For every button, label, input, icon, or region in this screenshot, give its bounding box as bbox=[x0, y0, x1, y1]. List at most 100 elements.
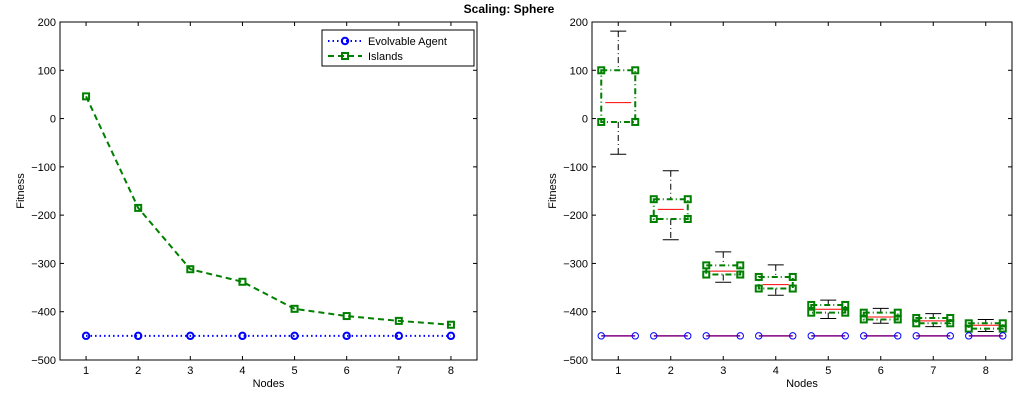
right-y-axis-label: Fitness bbox=[547, 173, 559, 209]
legend-marker-2 bbox=[341, 52, 349, 60]
left-x-tick-label: 6 bbox=[344, 365, 350, 377]
right-y-tick-label: 100 bbox=[570, 65, 588, 77]
right-x-tick-label: 4 bbox=[773, 365, 779, 377]
box-corner-marker bbox=[912, 319, 921, 328]
right-x-tick-label: 3 bbox=[720, 365, 726, 377]
constant-box-marker-left bbox=[912, 332, 920, 340]
box-corner-marker bbox=[649, 215, 658, 224]
legend-label-1: Evolvable Agent bbox=[368, 36, 447, 48]
figure-title: Scaling: Sphere bbox=[464, 2, 555, 16]
series-1-point bbox=[186, 331, 195, 341]
series-2-point bbox=[82, 92, 91, 101]
right-y-tick-label: −400 bbox=[563, 307, 588, 319]
box-corner-marker bbox=[841, 308, 850, 317]
series-1-point bbox=[290, 331, 299, 341]
constant-box-marker-left bbox=[755, 332, 763, 340]
constant-box-marker-left bbox=[702, 332, 710, 340]
box-corner-marker bbox=[631, 66, 640, 75]
box-corner-marker bbox=[754, 272, 763, 281]
box-4 bbox=[757, 275, 794, 290]
right-x-tick-label: 5 bbox=[825, 365, 831, 377]
box-corner-marker bbox=[807, 300, 816, 309]
box-corner-marker bbox=[893, 308, 902, 317]
right-y-tick-label: −100 bbox=[563, 162, 588, 174]
right-y-tick-label: 200 bbox=[570, 17, 588, 29]
left-y-tick-label: 100 bbox=[38, 65, 56, 77]
right-x-tick-label: 7 bbox=[930, 365, 936, 377]
box-corner-marker bbox=[788, 284, 797, 293]
right-x-tick-label: 8 bbox=[983, 365, 989, 377]
box-corner-marker bbox=[788, 272, 797, 281]
right-y-tick-label: 0 bbox=[582, 114, 588, 126]
box-corner-marker bbox=[893, 315, 902, 324]
constant-box-marker-left bbox=[807, 332, 815, 340]
box-8 bbox=[967, 322, 1004, 330]
box-corner-marker bbox=[702, 270, 711, 279]
left-x-tick-label: 4 bbox=[239, 365, 245, 377]
left-y-tick-label: −200 bbox=[31, 210, 56, 222]
right-plot-frame bbox=[591, 21, 1013, 361]
left-x-tick-label: 2 bbox=[135, 365, 141, 377]
box-corner-marker bbox=[859, 315, 868, 324]
box-corner-marker bbox=[597, 66, 606, 75]
box-corner-marker bbox=[807, 308, 816, 317]
box-corner-marker bbox=[754, 284, 763, 293]
constant-box-marker-left bbox=[860, 332, 868, 340]
left-y-tick-label: −400 bbox=[31, 307, 56, 319]
series-2-point bbox=[186, 265, 195, 274]
series-2-point bbox=[134, 203, 143, 212]
box-corner-marker bbox=[964, 324, 973, 333]
legend-marker-1 bbox=[340, 36, 350, 46]
constant-box-marker-left bbox=[965, 332, 973, 340]
box-7 bbox=[915, 316, 952, 325]
left-x-axis-label: Nodes bbox=[253, 378, 285, 390]
box-corner-marker bbox=[631, 117, 640, 126]
left-x-tick-label: 7 bbox=[396, 365, 402, 377]
box-corner-marker bbox=[683, 215, 692, 224]
box-6 bbox=[862, 311, 899, 321]
left-y-tick-label: 200 bbox=[38, 17, 56, 29]
legend-label-2: Islands bbox=[368, 51, 403, 63]
right-y-tick-label: −300 bbox=[563, 258, 588, 270]
constant-box-marker-left bbox=[597, 332, 605, 340]
constant-box-marker-right bbox=[789, 332, 797, 340]
series-1-point bbox=[133, 331, 143, 341]
left-y-tick-label: −100 bbox=[31, 162, 56, 174]
series-2-point bbox=[394, 316, 403, 325]
left-line-chart: 1 2 3 4 5 6 7 8 −500 −400 −300 −200 −100 0 100 200 Nodes… bbox=[15, 17, 478, 390]
constant-box-marker-right bbox=[684, 332, 692, 340]
left-x-tick-label: 5 bbox=[292, 365, 298, 377]
series-2-point bbox=[238, 277, 247, 286]
series-1-point bbox=[446, 331, 456, 341]
series-line-2 bbox=[85, 95, 452, 326]
series-1-point bbox=[342, 331, 351, 341]
box-corner-marker bbox=[736, 261, 745, 270]
series-2-point bbox=[342, 312, 351, 321]
left-x-tick-label: 1 bbox=[83, 365, 89, 377]
box-corner-marker bbox=[649, 195, 658, 204]
box-corner-marker bbox=[736, 270, 745, 279]
box-corner-marker bbox=[683, 195, 692, 204]
right-x-tick-label: 1 bbox=[615, 365, 621, 377]
left-y-tick-label: −500 bbox=[31, 355, 56, 367]
left-x-tick-label: 3 bbox=[187, 365, 193, 377]
constant-box-marker-right bbox=[894, 332, 902, 340]
box-3 bbox=[705, 264, 742, 276]
left-x-tick-label: 8 bbox=[448, 365, 454, 377]
constant-box-marker-right bbox=[999, 332, 1007, 340]
constant-box-marker-right bbox=[736, 332, 744, 340]
series-1-point bbox=[81, 331, 91, 341]
constant-box-marker-right bbox=[841, 332, 849, 340]
right-x-tick-label: 2 bbox=[668, 365, 674, 377]
series-2-point bbox=[446, 320, 455, 329]
box-1 bbox=[600, 69, 637, 123]
left-plot-frame bbox=[59, 21, 478, 361]
box-corner-marker bbox=[597, 117, 606, 126]
left-y-axis-label: Fitness bbox=[15, 173, 27, 209]
series-2-point bbox=[290, 304, 299, 313]
box-corner-marker bbox=[841, 300, 850, 309]
right-x-axis-label: Nodes bbox=[786, 378, 818, 390]
box-corner-marker bbox=[946, 319, 955, 328]
right-y-tick-label: −500 bbox=[563, 355, 588, 367]
